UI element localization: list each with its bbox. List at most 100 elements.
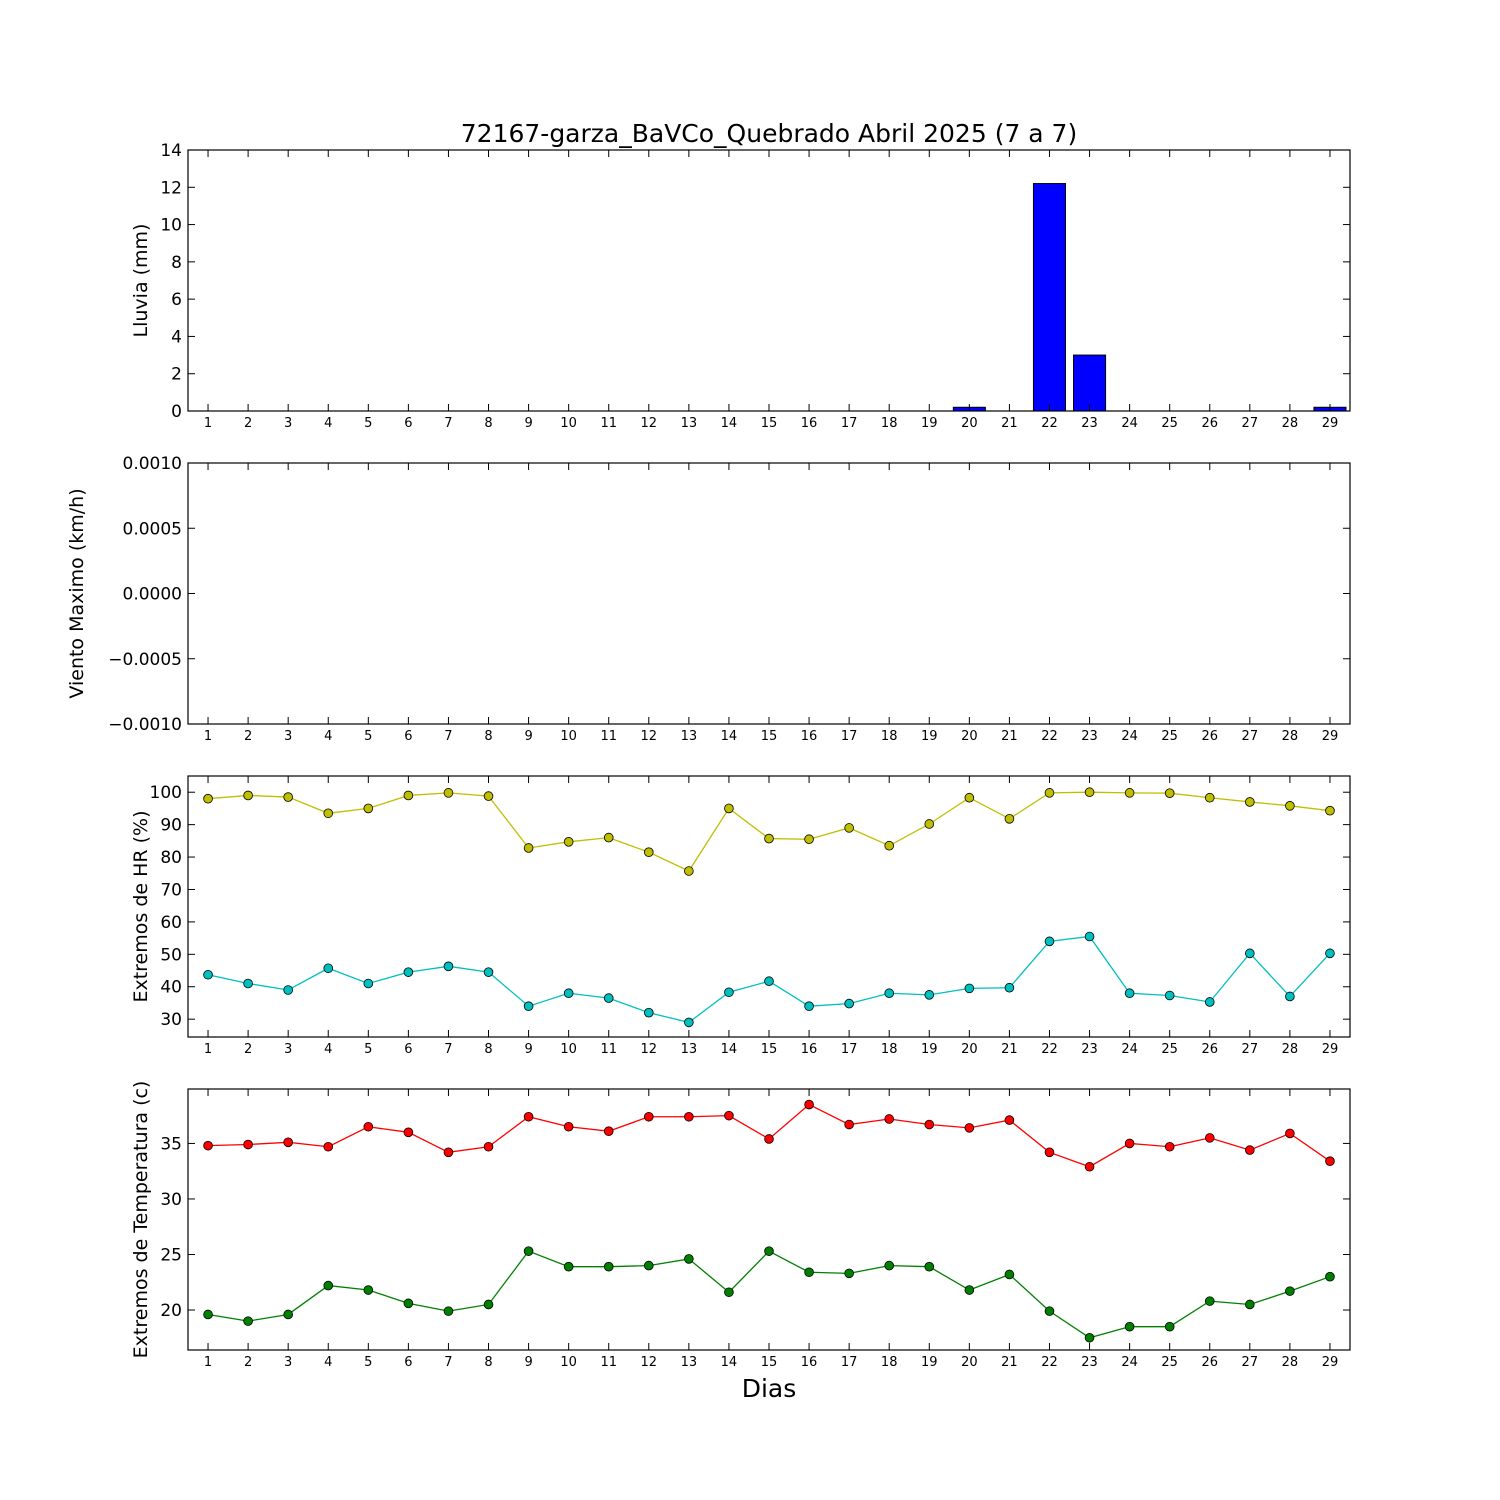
point-min-day-6 [403,1298,414,1309]
x-tick-label: 1 [204,729,212,744]
point-min-day-20 [964,1285,975,1295]
point-max-day-13 [684,1111,694,1122]
x-tick-label: 25 [1161,1355,1178,1370]
point-max-day-3 [283,1137,293,1148]
x-tick-label: 27 [1242,416,1259,431]
point-min-day-27 [1245,948,1255,959]
x-tick-label: 19 [921,1355,938,1370]
x-tick-label: 23 [1081,729,1098,744]
x-tick-label: 23 [1081,1042,1098,1057]
x-tick-label: 27 [1242,729,1259,744]
y-tick-label: 8 [171,253,182,273]
series-line-min [207,1250,1331,1339]
x-tick-label: 17 [841,1355,858,1370]
point-min-day-23 [1084,1332,1095,1343]
point-max-day-14 [724,803,734,814]
x-tick-label: 19 [921,729,938,744]
y-tick-label: 14 [160,141,182,161]
x-tick-label: 2 [244,1042,252,1057]
x-tick-label: 10 [560,416,577,431]
y-tick-label: 2 [171,365,182,385]
point-min-day-13 [684,1254,694,1264]
x-tick-label: 14 [721,729,738,744]
point-min-day-6 [403,967,414,977]
x-tick-label: 18 [881,1355,898,1370]
point-max-day-29 [1325,1156,1335,1166]
x-tick-label: 11 [600,1042,617,1057]
x-tick-label: 22 [1041,1042,1058,1057]
x-tick-label: 13 [681,729,698,744]
point-min-day-19 [924,990,935,1000]
series-line-max [207,791,1331,872]
point-max-day-27 [1245,797,1255,807]
y-tick-label: 20 [160,1301,182,1321]
point-min-day-16 [804,1267,814,1278]
x-tick-label: 27 [1242,1042,1259,1057]
x-tick-label: 12 [641,729,658,744]
point-max-day-15 [764,1134,774,1144]
x-tick-label: 6 [404,416,412,431]
x-tick-label: 17 [841,729,858,744]
point-max-day-26 [1204,1133,1215,1143]
point-max-day-9 [523,843,534,853]
point-min-day-22 [1044,1306,1055,1316]
y-axis-label: Lluvia (mm) [130,224,152,338]
point-min-day-19 [924,1261,935,1272]
point-min-day-17 [844,1268,854,1279]
x-tick-label: 9 [524,729,532,744]
point-max-day-2 [243,790,253,801]
x-tick-label: 12 [641,1042,658,1057]
x-tick-label: 13 [681,1355,698,1370]
x-tick-label: 14 [721,416,738,431]
x-tick-label: 25 [1161,729,1178,744]
point-min-day-28 [1285,991,1295,1002]
point-min-day-17 [844,998,854,1009]
x-tick-label: 11 [600,416,617,431]
x-tick-label: 21 [1001,1042,1018,1057]
x-tick-label: 28 [1282,1355,1299,1370]
y-axis-label: Viento Maximo (km/h) [66,488,88,698]
point-max-day-6 [403,790,414,801]
x-axis-label: Dias [742,1374,797,1403]
x-tick-label: 6 [404,1042,412,1057]
x-tick-label: 10 [560,1355,577,1370]
x-tick-label: 20 [961,1355,978,1370]
x-tick-label: 21 [1001,729,1018,744]
y-tick-label: 0 [171,402,182,422]
y-tick-label: 90 [160,816,182,836]
point-min-day-21 [1004,1269,1015,1280]
point-max-day-21 [1004,813,1015,824]
x-tick-label: 4 [324,1042,332,1057]
x-tick-label: 22 [1041,1355,1058,1370]
x-tick-label: 7 [444,1355,452,1370]
point-max-day-19 [924,819,935,829]
point-max-day-27 [1245,1145,1255,1155]
point-min-day-25 [1164,990,1175,1001]
point-min-day-11 [603,993,614,1003]
x-tick-label: 17 [841,416,858,431]
x-tick-label: 22 [1041,729,1058,744]
x-tick-label: 26 [1201,1355,1218,1370]
x-tick-label: 10 [560,729,577,744]
point-min-day-28 [1285,1286,1295,1296]
x-tick-label: 6 [404,1355,412,1370]
x-tick-label: 4 [324,1355,332,1370]
x-tick-label: 7 [444,416,452,431]
y-tick-label: 60 [160,913,182,933]
point-min-day-7 [443,1306,454,1316]
point-min-day-24 [1124,988,1135,999]
point-max-day-3 [283,792,293,802]
point-min-day-27 [1245,1299,1255,1310]
point-max-day-25 [1164,788,1175,798]
point-max-day-23 [1084,787,1095,798]
y-tick-label: 4 [171,327,182,347]
x-tick-label: 29 [1322,416,1339,431]
y-tick-label: 30 [160,1190,182,1210]
x-tick-label: 3 [284,1042,292,1057]
x-tick-label: 8 [484,1355,492,1370]
x-tick-label: 29 [1322,729,1339,744]
point-min-day-25 [1164,1321,1175,1332]
x-tick-label: 9 [524,1042,532,1057]
point-max-day-16 [804,1099,814,1110]
